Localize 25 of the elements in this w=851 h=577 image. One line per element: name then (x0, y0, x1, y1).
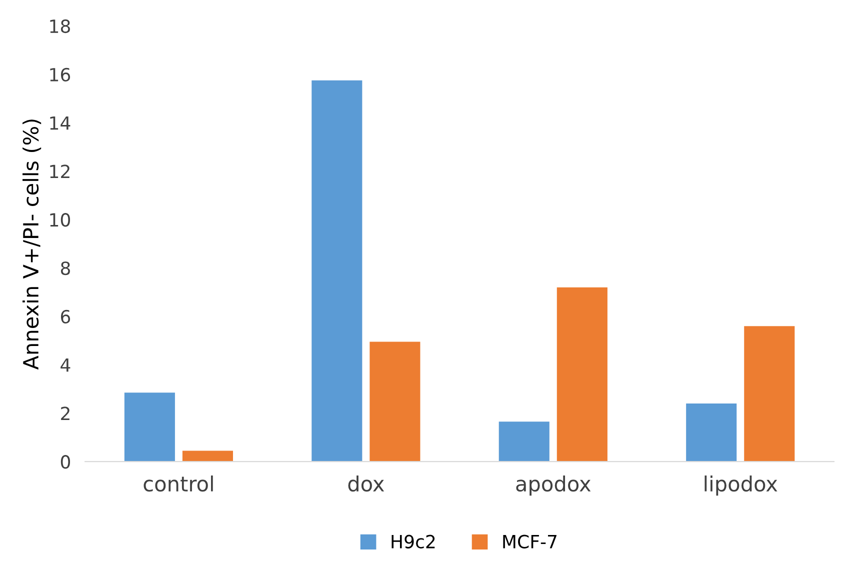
y-tick-label: 16 (50, 68, 70, 82)
y-tick-label: 8 (60, 261, 70, 276)
y-axis-title: Annexin V+/PI- cells (%) (22, 120, 42, 370)
legend-label: H9c2 (392, 534, 435, 548)
y-tick-label: 12 (50, 164, 70, 178)
bar (556, 287, 608, 462)
y-tick-label: 6 (60, 310, 70, 324)
bar (744, 326, 795, 462)
y-tick-label: 2 (61, 406, 70, 420)
y-tick-label: 10 (50, 213, 70, 227)
bar (686, 404, 737, 462)
y-tick-label: 18 (50, 19, 70, 34)
bar (312, 80, 362, 462)
x-tick-label: dox (348, 475, 384, 492)
y-tick-label: 14 (50, 116, 70, 130)
legend-label: MCF-7 (503, 534, 556, 548)
x-tick-label: apodox (516, 475, 591, 496)
y-tick-label: 0 (60, 455, 70, 469)
bar (370, 342, 420, 462)
x-tick-label: control (144, 475, 213, 492)
bar (124, 392, 175, 462)
x-tick-label: lipodox (704, 475, 778, 496)
y-tick-label: 4 (60, 358, 70, 372)
bar (182, 450, 234, 462)
bar (498, 422, 550, 462)
